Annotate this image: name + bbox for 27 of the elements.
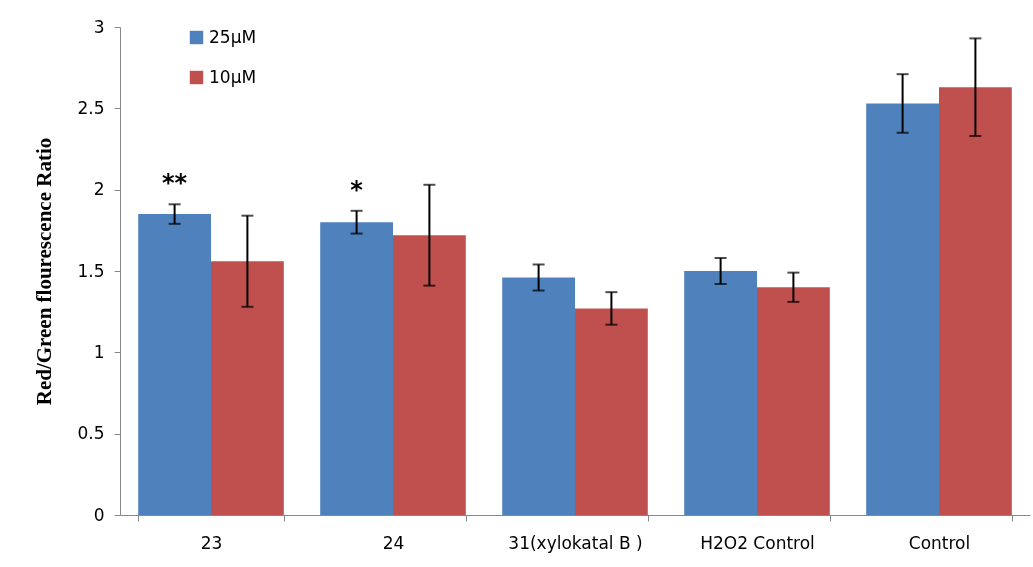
bar (502, 277, 575, 515)
annotation: * (350, 175, 364, 204)
y-tick-label: 1 (93, 341, 105, 362)
legend-label: 10µM (209, 66, 257, 87)
y-tick-label: 0 (93, 504, 105, 525)
y-axis-title: Red/Green flourescence Ratio (32, 137, 57, 406)
x-tick-label: H2O2 Control (700, 532, 815, 553)
y-tick-label: 1.5 (77, 260, 105, 281)
bar (211, 261, 284, 515)
annotation: ** (162, 169, 188, 198)
y-tick-label: 2.5 (77, 97, 105, 118)
bar (684, 271, 757, 515)
bar (138, 214, 211, 515)
bar (575, 308, 648, 515)
y-tick-label: 0.5 (77, 423, 105, 444)
bar (757, 287, 830, 515)
bar (866, 103, 939, 515)
bar (939, 87, 1012, 515)
x-tick-label: 23 (200, 532, 223, 553)
x-tick-label: Control (908, 532, 971, 553)
legend-label: 25µM (209, 26, 257, 47)
bar (320, 222, 393, 515)
x-tick-label: 24 (382, 532, 405, 553)
y-tick-label: 2 (93, 179, 105, 200)
bar (393, 235, 466, 515)
x-tick-label: 31(xylokatal B ) (508, 532, 643, 553)
y-tick-label: 3 (93, 16, 105, 37)
